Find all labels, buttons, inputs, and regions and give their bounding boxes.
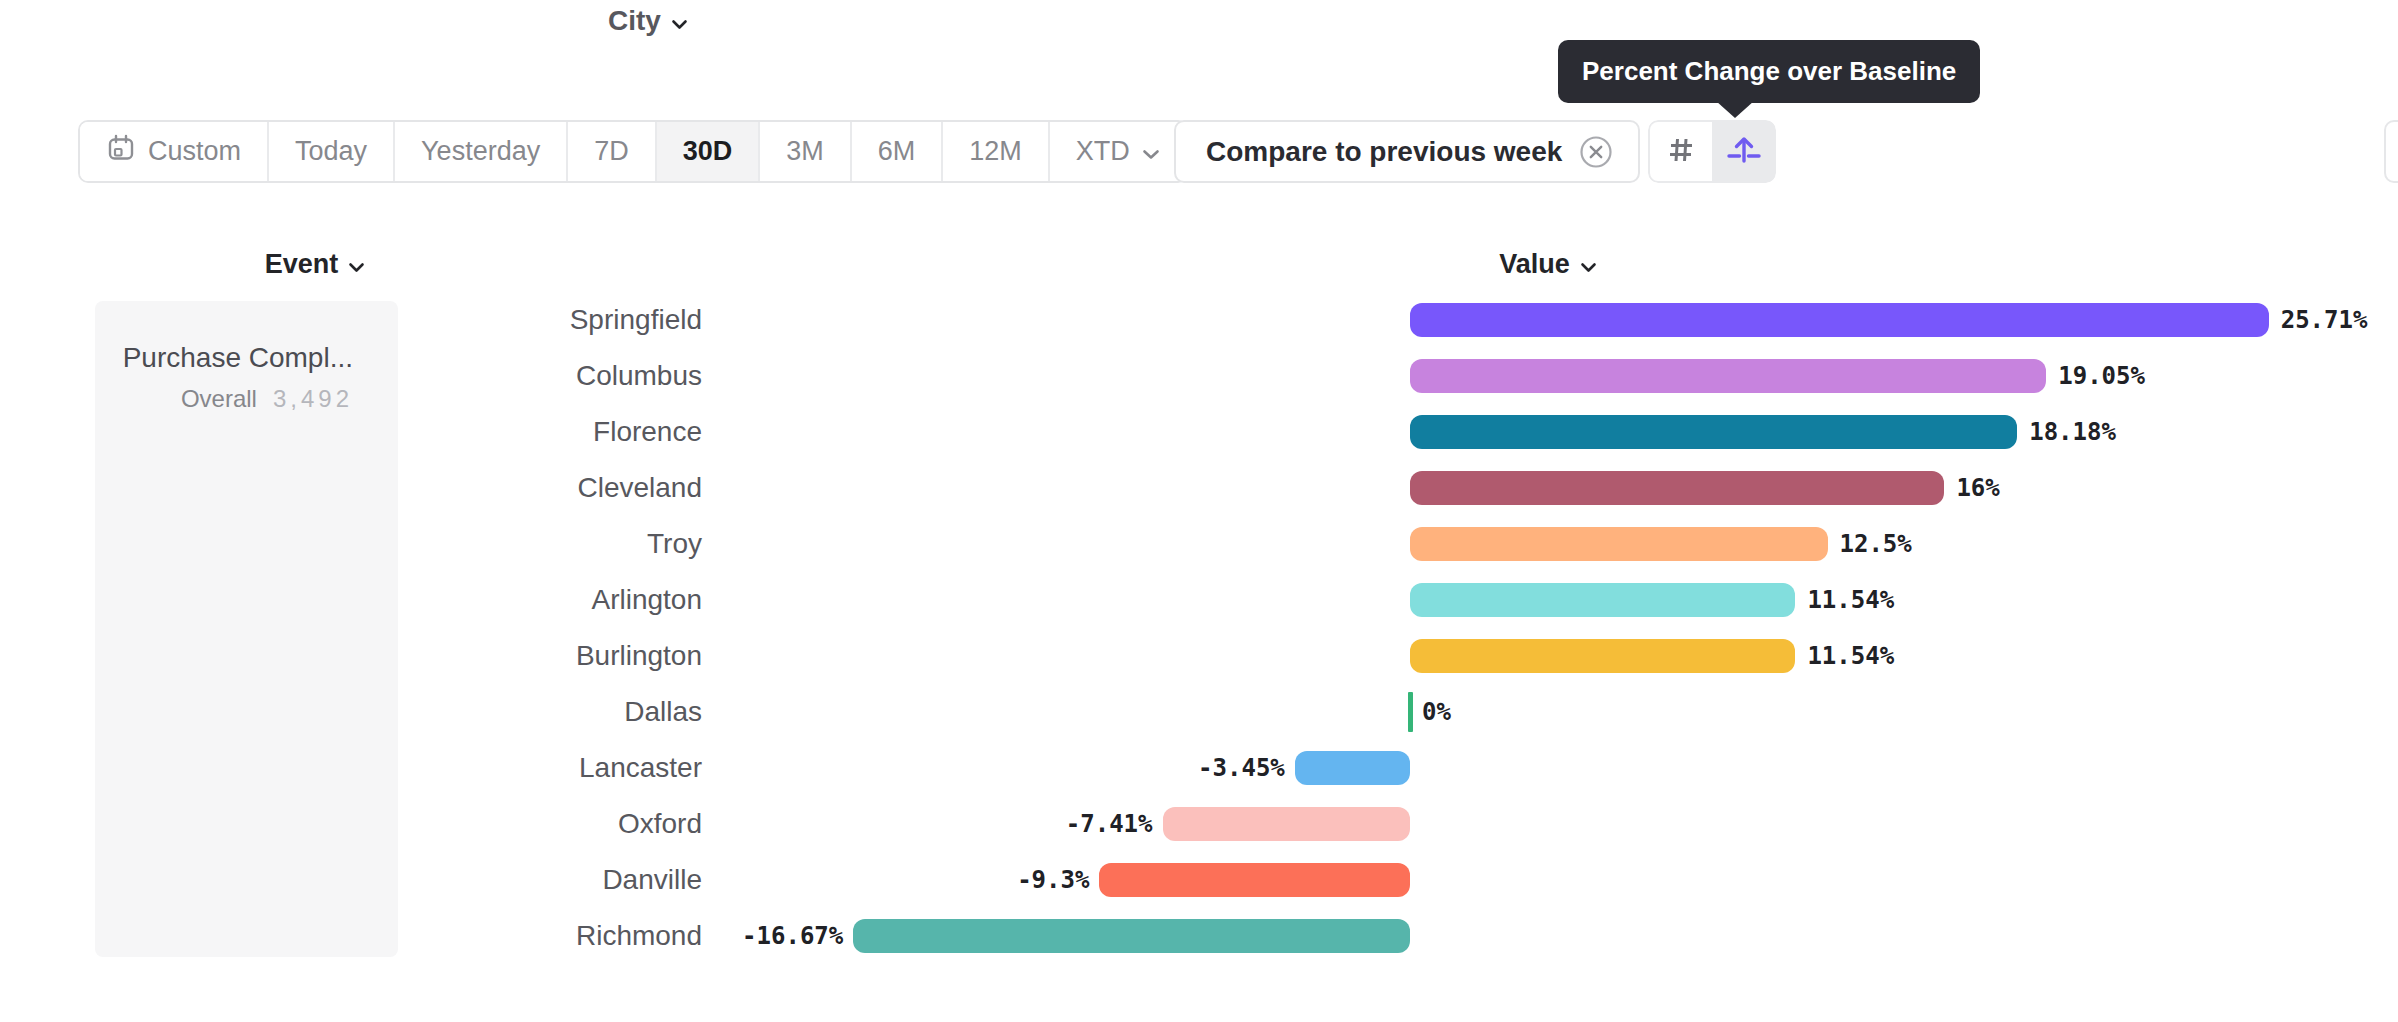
column-header-label: Value	[1499, 249, 1570, 280]
date-button-label: 7D	[594, 136, 629, 167]
chevron-down-icon	[1142, 136, 1160, 167]
chart-row: Columbus 19.05%	[0, 348, 2398, 404]
toggle-option-percent-baseline[interactable]	[1712, 120, 1776, 183]
value-bar[interactable]	[1410, 527, 1828, 561]
clipped-toolbar-button[interactable]	[2384, 120, 2398, 183]
date-range-control: Custom Today Yesterday 7D 30D 3M 6M 12M …	[78, 120, 1188, 183]
city-label: Danville	[380, 852, 702, 908]
value-label: 25.71%	[2281, 292, 2368, 348]
compare-chip-label: Compare to previous week	[1206, 136, 1562, 168]
city-label: Arlington	[380, 572, 702, 628]
value-label: 12.5%	[1840, 516, 1912, 572]
chart-row: Oxford -7.41%	[0, 796, 2398, 852]
chart-row: Dallas 0%	[0, 684, 2398, 740]
date-button-label: 30D	[683, 136, 733, 167]
compare-chip[interactable]: Compare to previous week	[1174, 120, 1640, 183]
date-button-7d[interactable]: 7D	[568, 122, 657, 181]
dashboard-chart-view: Percent Change over Baseline Custom Toda…	[0, 0, 2398, 1022]
date-button-label: 6M	[878, 136, 916, 167]
chart-row: Florence 18.18%	[0, 404, 2398, 460]
chart-row: Cleveland 16%	[0, 460, 2398, 516]
hash-icon	[1664, 133, 1698, 171]
city-label: Oxford	[380, 796, 702, 852]
date-button-xtd[interactable]: XTD	[1050, 122, 1186, 181]
city-label: Richmond	[380, 908, 702, 964]
value-label: 0%	[1422, 684, 1451, 740]
date-button-30d[interactable]: 30D	[657, 122, 761, 181]
date-button-label: XTD	[1076, 136, 1130, 167]
value-bar[interactable]	[853, 919, 1410, 953]
date-button-6m[interactable]: 6M	[852, 122, 944, 181]
tooltip-caret	[1716, 101, 1754, 118]
date-button-yesterday[interactable]: Yesterday	[395, 122, 568, 181]
column-header-label: Event	[265, 249, 339, 280]
chevron-down-icon	[348, 249, 365, 280]
value-label: -16.67%	[742, 908, 843, 964]
arrow-over-baseline-icon	[1725, 131, 1763, 173]
date-button-label: Yesterday	[421, 136, 540, 167]
value-label: 11.54%	[1807, 572, 1894, 628]
value-bar[interactable]	[1410, 471, 1944, 505]
value-label: -9.3%	[1017, 852, 1089, 908]
tooltip-percent-change: Percent Change over Baseline	[1558, 40, 1980, 103]
date-button-today[interactable]: Today	[269, 122, 395, 181]
value-bar[interactable]	[1295, 751, 1410, 785]
city-label: Florence	[380, 404, 702, 460]
city-label: Springfield	[380, 292, 702, 348]
value-label: 11.54%	[1807, 628, 1894, 684]
calendar-icon	[106, 133, 136, 170]
value-bar[interactable]	[1410, 359, 2046, 393]
circled-x-icon[interactable]	[1578, 134, 1614, 170]
value-bar[interactable]	[1410, 583, 1795, 617]
city-label: Cleveland	[380, 460, 702, 516]
column-header-label: City	[608, 0, 661, 49]
value-label: 18.18%	[2029, 404, 2116, 460]
date-button-label: 12M	[969, 136, 1022, 167]
chart-row: Lancaster -3.45%	[0, 740, 2398, 796]
date-button-label: Today	[295, 136, 367, 167]
date-button-3m[interactable]: 3M	[760, 122, 852, 181]
column-header-event[interactable]: Event	[225, 243, 405, 285]
value-bar[interactable]	[1410, 415, 2017, 449]
chart-row: Troy 12.5%	[0, 516, 2398, 572]
date-button-custom[interactable]: Custom	[80, 122, 269, 181]
value-label: 16%	[1956, 460, 1999, 516]
value-label: 19.05%	[2058, 348, 2145, 404]
city-label: Dallas	[380, 684, 702, 740]
date-button-label: 3M	[786, 136, 824, 167]
chart-row: Springfield 25.71%	[0, 292, 2398, 348]
value-display-toggle	[1648, 120, 1776, 183]
toggle-option-numbers[interactable]	[1648, 120, 1712, 183]
chart-row: Richmond -16.67%	[0, 908, 2398, 964]
city-label: Burlington	[380, 628, 702, 684]
chart-row: Burlington 11.54%	[0, 628, 2398, 684]
date-button-label: Custom	[148, 136, 241, 167]
value-bar[interactable]	[1410, 303, 2269, 337]
column-header-city[interactable]: City	[558, 0, 738, 42]
value-label: -7.41%	[1066, 796, 1153, 852]
city-label: Lancaster	[380, 740, 702, 796]
value-bar[interactable]	[1163, 807, 1410, 841]
city-label: Troy	[380, 516, 702, 572]
chart-row: Danville -9.3%	[0, 852, 2398, 908]
chevron-down-icon	[1580, 249, 1597, 280]
value-label: -3.45%	[1198, 740, 1285, 796]
chevron-down-icon	[671, 0, 688, 49]
column-header-value[interactable]: Value	[1458, 243, 1638, 285]
chart-row: Arlington 11.54%	[0, 572, 2398, 628]
value-bar[interactable]	[1408, 692, 1413, 732]
value-bar[interactable]	[1410, 639, 1795, 673]
value-bar[interactable]	[1099, 863, 1410, 897]
date-button-12m[interactable]: 12M	[943, 122, 1050, 181]
city-label: Columbus	[380, 348, 702, 404]
tooltip-text: Percent Change over Baseline	[1582, 56, 1956, 87]
chart-rows: Springfield 25.71% Columbus 19.05% Flore…	[0, 292, 2398, 964]
